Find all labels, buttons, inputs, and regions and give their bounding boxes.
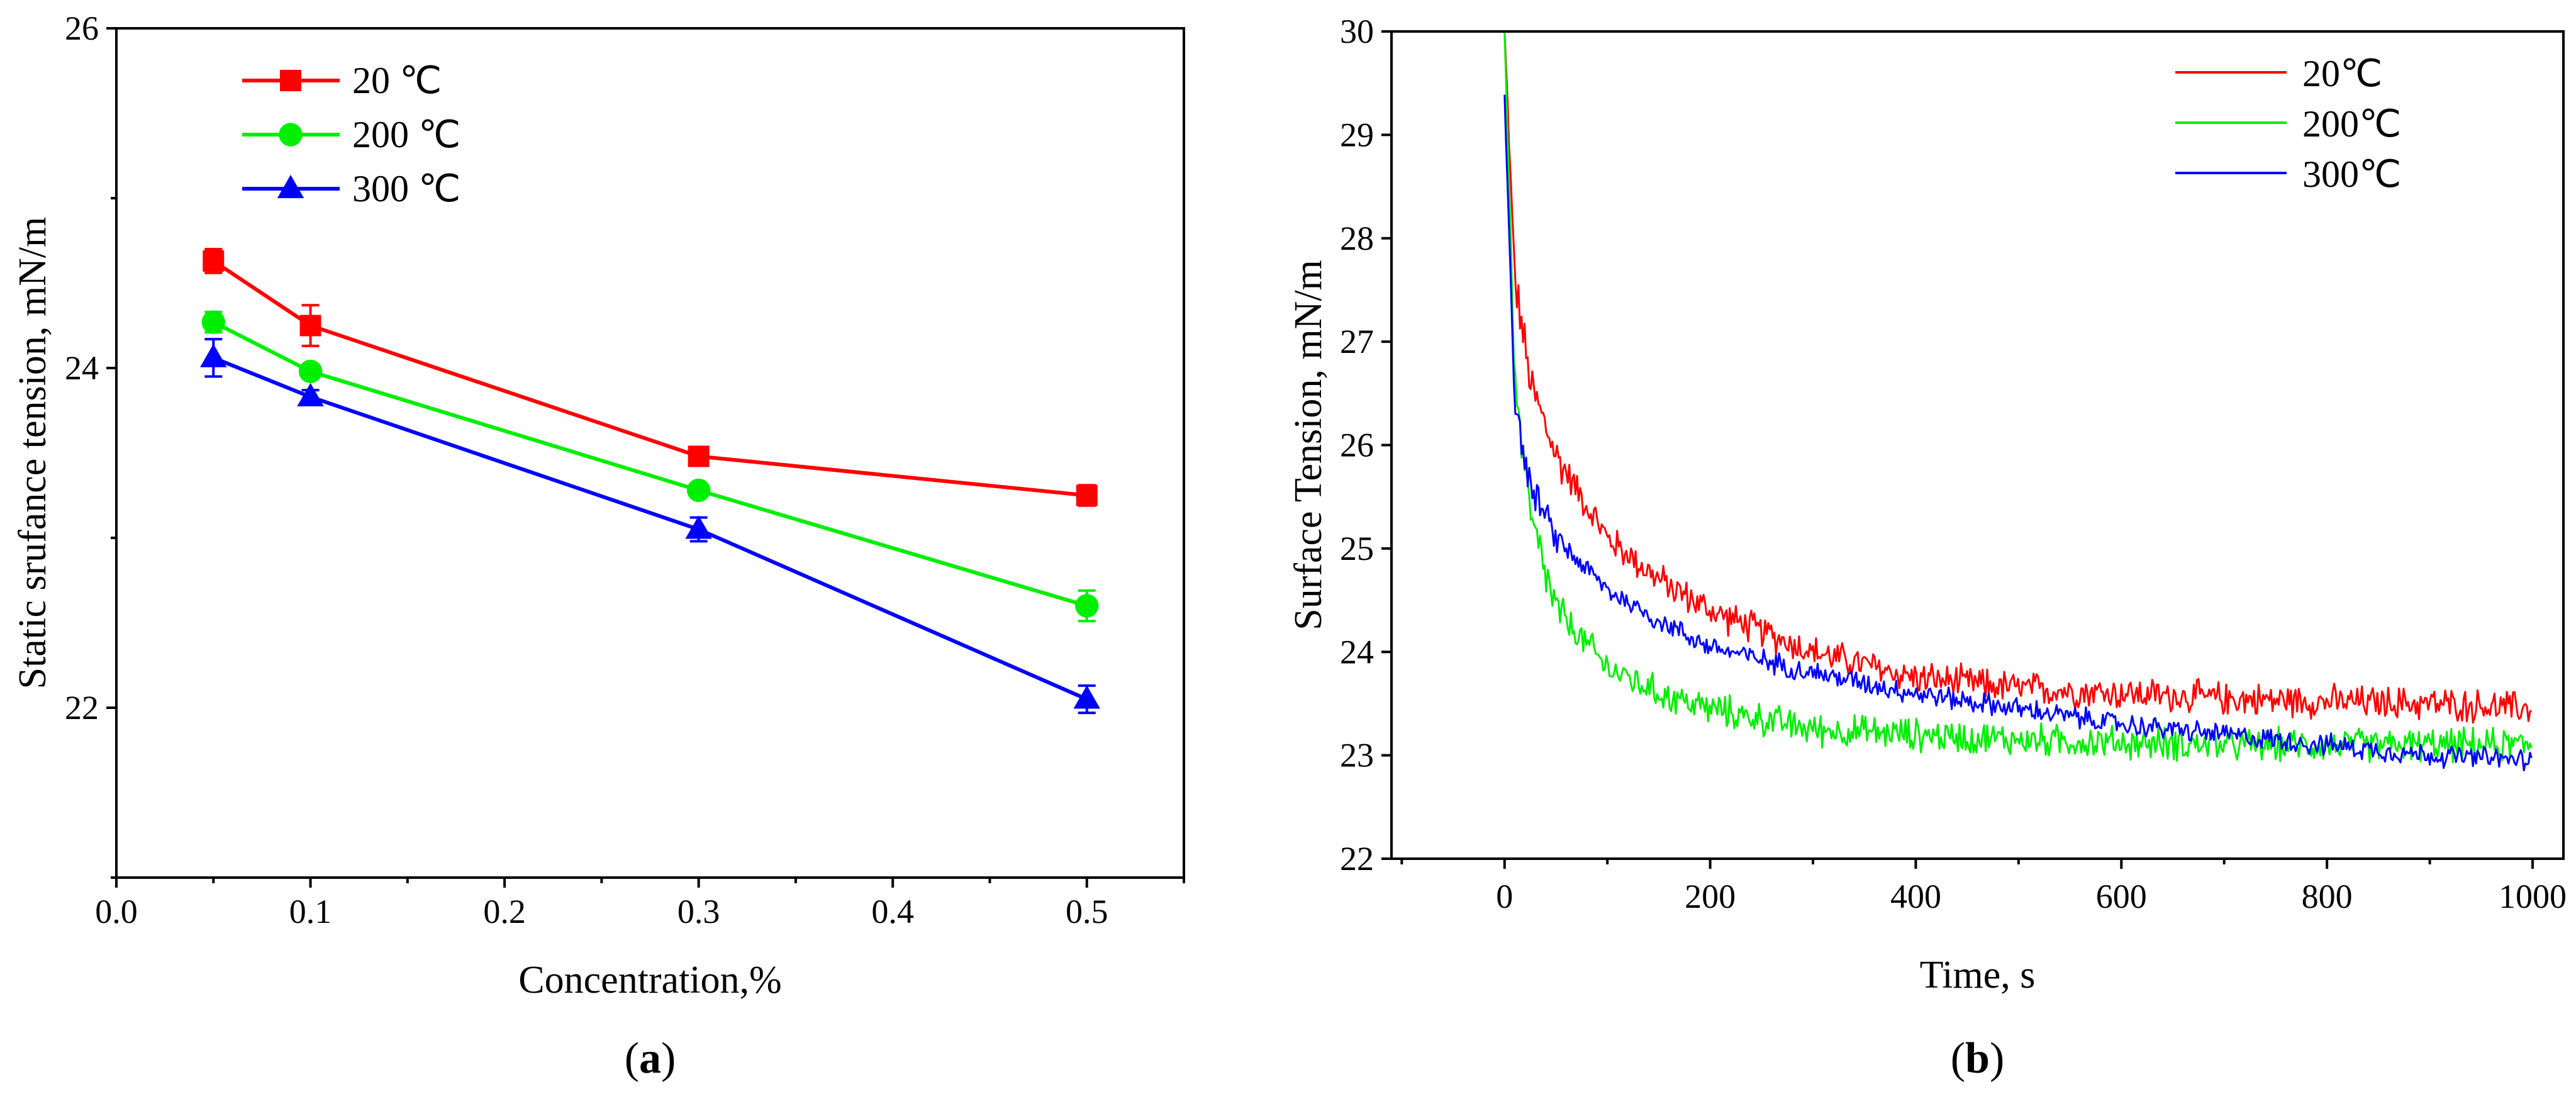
a-series-line <box>213 356 1088 701</box>
b-x-tick-label: 200 <box>1685 878 1736 915</box>
a-y-tick-label: 26 <box>65 9 99 47</box>
a-data-point <box>688 445 710 467</box>
b-legend-label: 300℃ <box>2302 153 2401 195</box>
a-data-point <box>1076 484 1098 506</box>
b-x-tick-label: 800 <box>2302 878 2353 915</box>
b-x-tick-label: 1000 <box>2499 878 2567 915</box>
a-data-point <box>297 382 324 406</box>
a-legend-marker <box>280 70 301 91</box>
a-x-tick-label: 0.1 <box>289 893 332 930</box>
a-legend-label: 20 ℃ <box>352 60 442 101</box>
a-panel-label: (a) <box>625 1034 676 1083</box>
b-panel-label: (b) <box>1951 1034 2005 1083</box>
b-x-axis-label: Time, s <box>1920 954 2036 996</box>
b-y-tick-label: 22 <box>1340 840 1374 878</box>
a-x-tick-label: 0.4 <box>871 893 914 930</box>
b-y-tick-label: 27 <box>1340 323 1374 360</box>
b-y-tick-label: 28 <box>1340 220 1374 257</box>
a-x-tick-label: 0.0 <box>95 893 138 930</box>
a-x-axis-label: Concentration,% <box>518 959 781 1002</box>
b-y-axis-label: Surface Tension, mN/m <box>1287 260 1330 630</box>
b-x-tick-label: 400 <box>1890 878 1941 915</box>
a-y-tick-label: 22 <box>65 689 99 727</box>
a-series-line <box>212 320 1088 608</box>
b-y-tick-label: 24 <box>1340 633 1374 671</box>
b-series-line <box>1503 94 2533 771</box>
a-x-tick-label: 0.3 <box>677 893 720 930</box>
a-data-point <box>1075 594 1099 618</box>
b-legend-label: 200℃ <box>2302 103 2401 145</box>
a-y-tick-label: 24 <box>65 349 99 387</box>
b-series-line <box>1503 31 2533 724</box>
a-data-point <box>685 515 712 539</box>
a-legend-marker <box>277 174 304 198</box>
a-x-tick-label: 0.2 <box>483 893 526 930</box>
a-data-point <box>1073 685 1100 709</box>
a-data-point <box>686 478 711 503</box>
b-legend-label: 20℃ <box>2302 53 2382 94</box>
a-y-axis-label: Static srufance tension, mN/m <box>11 217 54 689</box>
b-y-tick-label: 26 <box>1340 427 1374 464</box>
a-data-point <box>203 250 225 272</box>
b-y-tick-label: 29 <box>1340 116 1374 153</box>
a-data-point <box>299 315 321 337</box>
b-y-tick-label: 23 <box>1340 737 1374 774</box>
panel-b: Surface Tension, mN/m Time, s (b) 0 200 40… <box>1287 13 2567 1083</box>
b-y-tick-label: 25 <box>1340 530 1374 567</box>
panel-a: Static srufance tension, mN/m Concentrat… <box>11 9 1185 1083</box>
a-data-point <box>200 343 227 367</box>
b-x-tick-label: 600 <box>2096 878 2147 915</box>
a-plot-frame <box>115 27 1185 879</box>
a-legend-label: 200 ℃ <box>352 114 460 155</box>
b-series-line <box>1503 32 2533 764</box>
a-legend-label: 300 ℃ <box>352 168 460 209</box>
a-series-line <box>212 259 1088 498</box>
a-x-tick-label: 0.5 <box>1066 893 1108 930</box>
b-x-tick-label: 0 <box>1496 878 1513 915</box>
a-legend-marker <box>279 123 303 147</box>
b-y-tick-label: 30 <box>1340 13 1374 50</box>
a-data-point <box>201 310 225 334</box>
a-data-point <box>298 359 323 384</box>
